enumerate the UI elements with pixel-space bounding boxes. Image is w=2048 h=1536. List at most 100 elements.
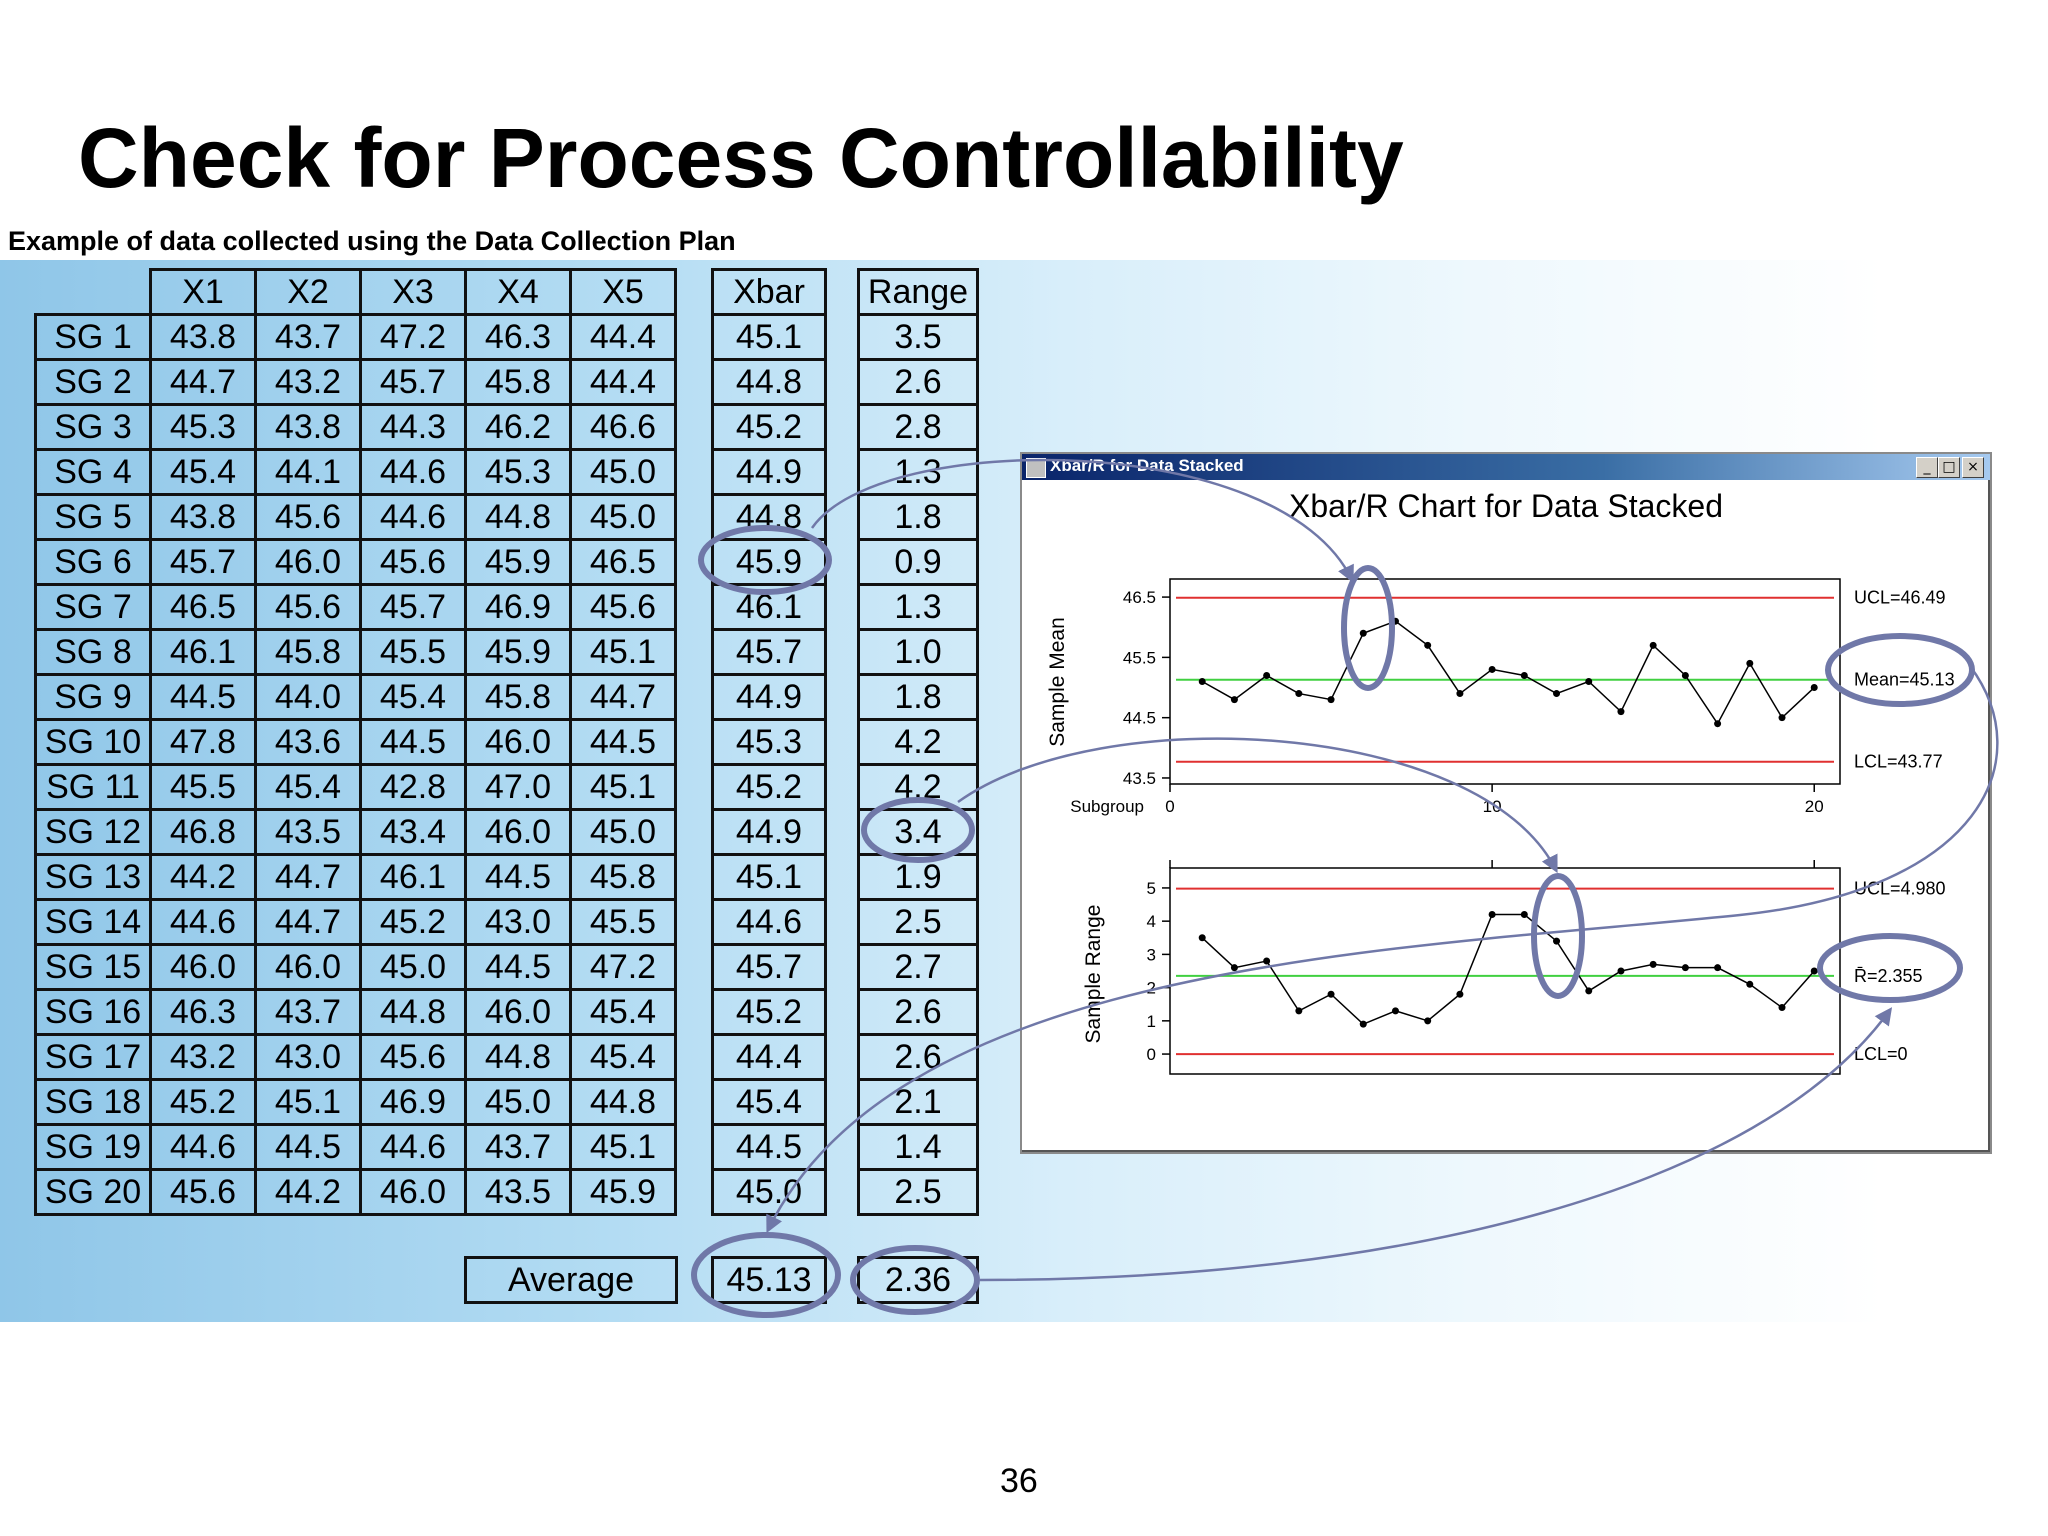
maximize-button[interactable]: □ xyxy=(1938,457,1960,478)
row-label: SG 16 xyxy=(34,988,152,1036)
annotation-arrow xyxy=(810,458,1354,584)
table-cell: 43.8 xyxy=(254,403,362,451)
column-header-4: X4 xyxy=(464,268,572,316)
data-point xyxy=(1327,990,1335,998)
table-cell: 44.6 xyxy=(149,1123,257,1171)
table-cell: 47.2 xyxy=(569,943,677,991)
data-point xyxy=(1714,964,1722,972)
data-point xyxy=(1714,720,1722,728)
row-label: SG 13 xyxy=(34,853,152,901)
table-cell: 45.3 xyxy=(149,403,257,451)
table-cell: 43.2 xyxy=(254,358,362,406)
data-point xyxy=(1810,684,1818,692)
xbar-cell: 45.2 xyxy=(711,763,827,811)
table-cell: 44.2 xyxy=(254,1168,362,1216)
slide-subtitle: Example of data collected using the Data… xyxy=(8,226,736,256)
x-tick-label: 20 xyxy=(1805,797,1824,816)
data-point xyxy=(1327,696,1335,704)
y-tick-label: 2 xyxy=(1147,979,1156,998)
annotation-arrow xyxy=(766,665,1999,1234)
plot-frame xyxy=(1169,867,1841,1075)
row-label: SG 6 xyxy=(34,538,152,586)
table-cell: 45.5 xyxy=(359,628,467,676)
table-cell: 44.8 xyxy=(464,493,572,541)
range-cell: 2.6 xyxy=(857,1033,979,1081)
row-label: SG 18 xyxy=(34,1078,152,1126)
xbar-cell: 44.9 xyxy=(711,808,827,856)
row-label: SG 4 xyxy=(34,448,152,496)
table-cell: 43.7 xyxy=(254,988,362,1036)
x-tick-label: 0 xyxy=(1165,797,1174,816)
range-cell: 1.8 xyxy=(857,493,979,541)
table-cell: 44.0 xyxy=(254,673,362,721)
data-point xyxy=(1359,629,1367,637)
highlight-ellipse xyxy=(1531,873,1585,999)
row-label: SG 1 xyxy=(34,313,152,361)
table-cell: 44.7 xyxy=(149,358,257,406)
table-cell: 44.5 xyxy=(149,673,257,721)
data-point xyxy=(1520,911,1528,919)
table-cell: 45.6 xyxy=(149,1168,257,1216)
center-label: Mean=45.13 xyxy=(1854,670,1955,690)
table-row: SG 1 43.8 43.7 47.2 46.3 44.4 xyxy=(34,313,677,361)
close-button[interactable]: × xyxy=(1962,457,1984,478)
control-charts: UCL=46.49 Mean=45.13 LCL=43.77 43.5 44.5 45.5… xyxy=(1046,578,1955,1075)
table-row: SG 16 46.3 43.7 44.8 46.0 45.4 xyxy=(34,988,677,1036)
table-cell: 44.7 xyxy=(254,853,362,901)
xbar-cell: 45.3 xyxy=(711,718,827,766)
xbar-cell: 45.7 xyxy=(711,628,827,676)
highlight-ellipse xyxy=(698,525,832,595)
table-cell: 46.9 xyxy=(464,583,572,631)
minimize-button[interactable]: _ xyxy=(1916,457,1938,478)
table-cell: 46.5 xyxy=(569,538,677,586)
table-cell: 45.7 xyxy=(149,538,257,586)
table-row: SG 7 46.5 45.6 45.7 46.9 45.6 xyxy=(34,583,677,631)
table-cell: 45.0 xyxy=(359,943,467,991)
table-cell: 43.0 xyxy=(464,898,572,946)
table-row: SG 2 44.7 43.2 45.7 45.8 44.4 xyxy=(34,358,677,406)
row-label: SG 14 xyxy=(34,898,152,946)
xbar-cell: 44.8 xyxy=(711,358,827,406)
table-cell: 44.7 xyxy=(254,898,362,946)
table-row: SG 9 44.5 44.0 45.4 45.8 44.7 xyxy=(34,673,677,721)
data-point xyxy=(1488,911,1496,919)
data-point xyxy=(1553,690,1561,698)
table-cell: 45.3 xyxy=(464,448,572,496)
table-cell: 45.8 xyxy=(464,358,572,406)
range-cell: 2.7 xyxy=(857,943,979,991)
data-point xyxy=(1198,678,1206,685)
table-cell: 45.4 xyxy=(254,763,362,811)
table-cell: 45.0 xyxy=(569,448,677,496)
data-point xyxy=(1456,990,1464,998)
table-row: SG 15 46.0 46.0 45.0 44.5 47.2 xyxy=(34,943,677,991)
data-point xyxy=(1391,1007,1399,1015)
data-point xyxy=(1424,641,1432,649)
table-cell: 44.1 xyxy=(254,448,362,496)
y-tick-label: 1 xyxy=(1147,1012,1156,1031)
lcl-label: LCL=43.77 xyxy=(1854,752,1943,772)
xbar-cell: 44.4 xyxy=(711,1033,827,1081)
table-cell: 44.6 xyxy=(359,493,467,541)
y-axis-label: Sample Mean xyxy=(1046,617,1069,747)
table-cell: 44.6 xyxy=(149,898,257,946)
data-point xyxy=(1230,696,1238,704)
highlight-ellipse xyxy=(1341,565,1395,691)
table-cell: 44.8 xyxy=(569,1078,677,1126)
table-cell: 45.9 xyxy=(464,628,572,676)
table-row: SG 13 44.2 44.7 46.1 44.5 45.8 xyxy=(34,853,677,901)
table-cell: 45.1 xyxy=(569,763,677,811)
table-cell: 45.4 xyxy=(569,988,677,1036)
data-point xyxy=(1359,1020,1367,1028)
data-point xyxy=(1810,967,1818,975)
range-cell: 0.9 xyxy=(857,538,979,586)
series-line xyxy=(1201,620,1815,726)
table-row: SG 20 45.6 44.2 46.0 43.5 45.9 xyxy=(34,1168,677,1216)
table-row: SG 8 46.1 45.8 45.5 45.9 45.1 xyxy=(34,628,677,676)
table-cell: 43.0 xyxy=(254,1033,362,1081)
table-cell: 46.6 xyxy=(569,403,677,451)
table-cell: 45.7 xyxy=(359,583,467,631)
row-label: SG 11 xyxy=(34,763,152,811)
table-cell: 45.8 xyxy=(464,673,572,721)
table-cell: 47.8 xyxy=(149,718,257,766)
xbar-cell: 45.2 xyxy=(711,403,827,451)
